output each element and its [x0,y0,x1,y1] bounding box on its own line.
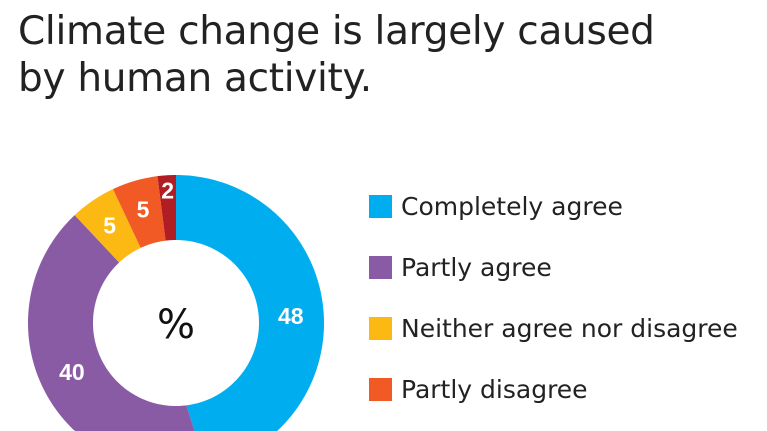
donut-slice-completely-agree [176,175,324,431]
title-line-1: Climate change is largely caused [18,9,655,54]
legend-item-neither: Neither agree nor disagree [369,314,738,343]
legend-swatch [369,378,392,401]
donut-slice-partly-disagree [112,176,166,248]
data-label: 2 [161,177,174,203]
donut-slice-partly-agree [28,215,195,431]
title-line-2: by human activity. [18,56,372,101]
legend-label: Partly disagree [401,375,588,404]
legend-swatch [369,256,392,279]
legend-item-partly-agree: Partly agree [369,253,552,282]
data-label: 5 [137,197,150,223]
data-label: 48 [278,303,304,329]
donut-slice-unlabeled [157,175,176,241]
legend-label: Neither agree nor disagree [401,314,738,343]
data-label: 5 [103,212,116,238]
data-label: 40 [59,359,85,385]
donut-slice-neither-agree-nor-disagree [74,189,141,263]
legend-label: Partly agree [401,253,552,282]
legend-swatch [369,195,392,218]
chart-title: Climate change is largely caused by huma… [18,8,655,102]
legend-swatch [369,317,392,340]
center-label: % [157,302,195,348]
legend-item-completely-agree: Completely agree [369,192,623,221]
legend-label: Completely agree [401,192,623,221]
legend-item-partly-disagree: Partly disagree [369,375,588,404]
